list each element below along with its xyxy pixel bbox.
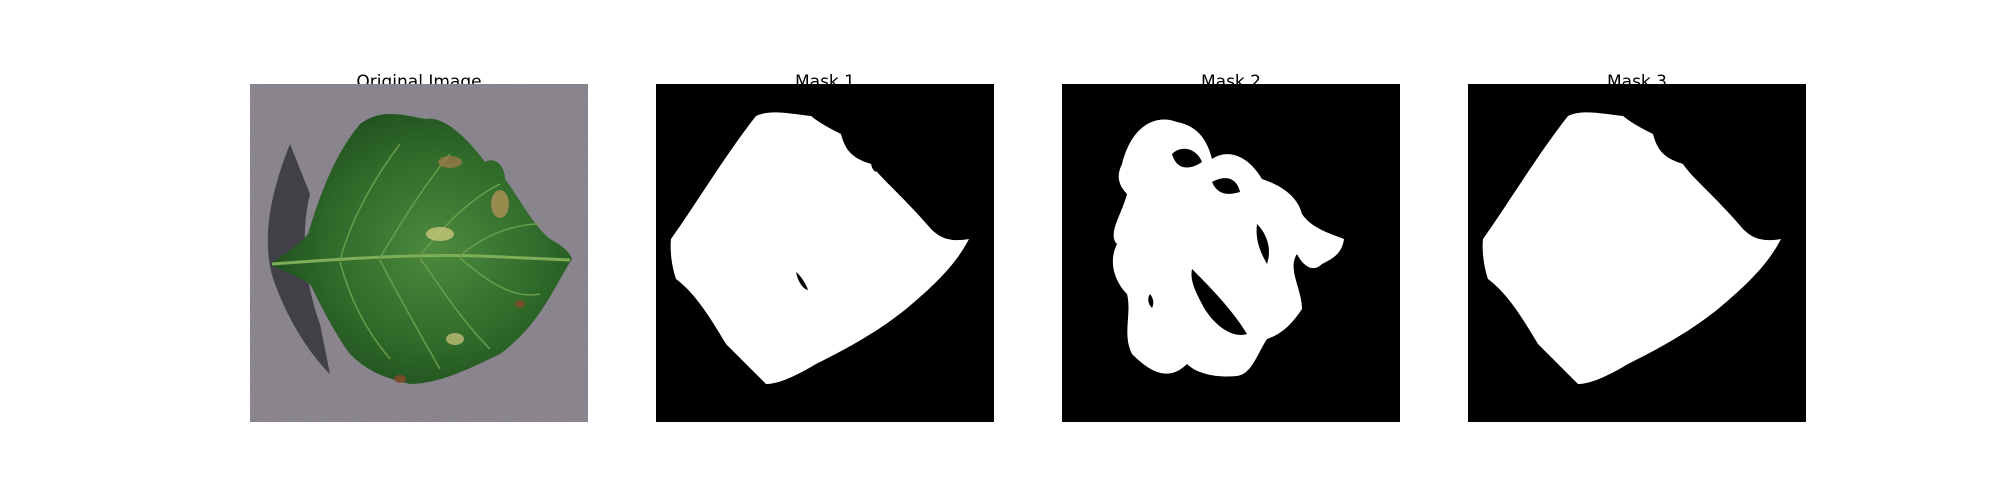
mask-3-panel: Mask 3 [1468, 72, 1806, 427]
mask-1-panel: Mask 1 [656, 72, 994, 427]
mask-3-image [1468, 84, 1806, 422]
original-image [250, 84, 588, 422]
mask-1-image [656, 84, 994, 422]
mask-2-image [1062, 84, 1400, 422]
original-image-panel: Original Image [250, 72, 588, 427]
mask-2-panel: Mask 2 [1062, 72, 1400, 427]
